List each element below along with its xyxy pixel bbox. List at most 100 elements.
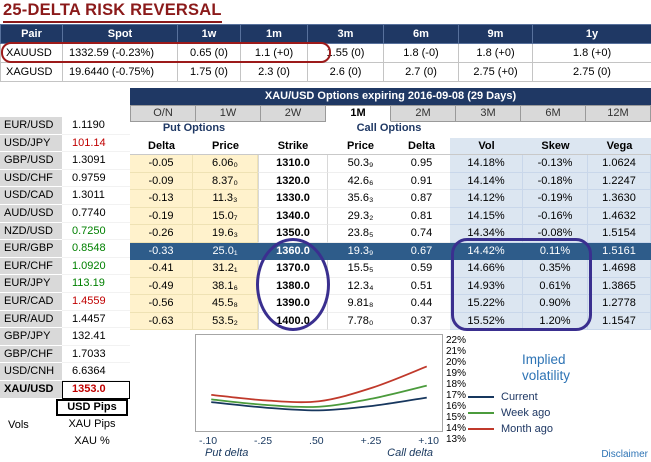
tab-1w[interactable]: 1W <box>196 105 261 122</box>
rr-col-header-pair: Pair <box>0 24 63 44</box>
option-row-1310.0[interactable]: -0.05 6.06₀ 1310.0 50.3₉ 0.95 14.18% -0.13% 1.0… <box>130 155 651 173</box>
display-mode-list: USD Pips XAU Pips XAU % <box>56 399 128 450</box>
y-tick-label: 21% <box>446 346 467 357</box>
cell-put-delta: -0.41 <box>130 260 193 278</box>
option-row-1330.0[interactable]: -0.13 11.3₃ 1330.0 35.6₃ 0.87 14.12% -0.19% 1.3… <box>130 190 651 208</box>
rr-col-header-1m: 1m <box>240 24 308 44</box>
put-options-label: Put Options <box>162 122 226 134</box>
option-row-1320.0[interactable]: -0.09 8.37₀ 1320.0 42.6₆ 0.91 14.14% -0.18% 1.2… <box>130 172 651 190</box>
tab-3m[interactable]: 3M <box>456 105 521 122</box>
sidebar-pair-usd-jpy[interactable]: USD/JPY 101.14 <box>0 134 130 153</box>
rr-col-header-1y: 1y <box>532 24 651 44</box>
cell-strike: 1310.0 <box>258 155 328 173</box>
pair-value: 1.4559 <box>62 292 130 311</box>
x-tick-label: +.25 <box>360 435 382 447</box>
cell-call-price: 50.3₉ <box>328 155 393 173</box>
tab-6m[interactable]: 6M <box>521 105 586 122</box>
sidebar-pair-xau-usd[interactable]: XAU/USD 1353.0 <box>0 380 130 399</box>
options-panel-title: XAU/USD Options expiring 2016-09-08 (29 … <box>130 88 651 105</box>
pair-label: EUR/GBP <box>0 240 62 258</box>
sidebar-pair-eur-jpy[interactable]: EUR/JPY 113.19 <box>0 275 130 293</box>
cell-put-delta: -0.05 <box>130 155 193 173</box>
sidebar-pair-eur-usd[interactable]: EUR/USD 1.1190 <box>0 117 130 135</box>
cell-call-delta: 0.51 <box>393 277 450 295</box>
sidebar-pair-gbp-usd[interactable]: GBP/USD 1.3091 <box>0 152 130 170</box>
mode-usd-pips[interactable]: USD Pips <box>56 399 128 416</box>
cell-skew: -0.18% <box>523 172 588 190</box>
cell-vol: 15.22% <box>450 295 523 313</box>
cell-strike: 1370.0 <box>258 260 328 278</box>
cell-put-delta: -0.09 <box>130 172 193 190</box>
cell-vega: 1.4698 <box>588 260 651 278</box>
pair-value: 0.7740 <box>62 204 130 223</box>
option-row-1340.0[interactable]: -0.19 15.0₇ 1340.0 29.3₂ 0.81 14.15% -0.16% 1.4… <box>130 207 651 225</box>
tab-o-n[interactable]: O/N <box>130 105 196 122</box>
cell-call-delta: 0.44 <box>393 295 450 313</box>
cell-vega: 1.3865 <box>588 277 651 295</box>
cell-call-delta: 0.91 <box>393 172 450 190</box>
option-row-1370.0[interactable]: -0.41 31.2₁ 1370.0 15.5₅ 0.59 14.66% 0.35% 1.46… <box>130 260 651 278</box>
rr-row-xagusd[interactable]: XAGUSD 19.6440 (-0.75%) 1.75 (0) 2.3 (0) 2.6… <box>0 62 651 82</box>
sidebar-pair-eur-gbp[interactable]: EUR/GBP 0.8548 <box>0 240 130 258</box>
cell-vol: 14.93% <box>450 277 523 295</box>
cell-call-price: 35.6₃ <box>328 190 393 208</box>
tab-1m[interactable]: 1M <box>326 105 391 122</box>
cell-call-delta: 0.67 <box>393 242 450 260</box>
mode-xau-pips[interactable]: XAU Pips <box>68 418 116 430</box>
sidebar-pair-aud-usd[interactable]: AUD/USD 0.7740 <box>0 204 130 223</box>
option-row-1360.0[interactable]: -0.33 25.0₁ 1360.0 19.3₉ 0.67 14.42% 0.11% 1.51… <box>130 242 651 260</box>
cell-vega: 1.0624 <box>588 155 651 173</box>
rr-pair-name: XAUUSD <box>0 43 63 63</box>
sidebar-pair-eur-aud[interactable]: EUR/AUD 1.4457 <box>0 310 130 329</box>
pair-value: 113.19 <box>62 275 130 293</box>
sidebar-pair-usd-cad[interactable]: USD/CAD 1.3011 <box>0 187 130 205</box>
pair-label: EUR/CAD <box>0 292 62 311</box>
rr-header-row: Pair Spot 1w 1m 3m 6m 9m 1y <box>0 24 651 44</box>
tab-2m[interactable]: 2M <box>391 105 456 122</box>
rr-value-cell: 2.75 (+0) <box>458 62 533 82</box>
y-tick-label: 14% <box>446 423 467 434</box>
chart-legend: Current Week ago Month ago <box>468 389 553 437</box>
x-tick-label: -.25 <box>254 435 273 447</box>
cell-vega: 1.2778 <box>588 295 651 313</box>
sidebar-pair-usd-cnh[interactable]: USD/CNH 6.6364 <box>0 363 130 381</box>
pair-label: EUR/USD <box>0 117 62 135</box>
cell-strike: 1340.0 <box>258 207 328 225</box>
cell-put-price: 53.5₂ <box>193 312 258 330</box>
sidebar-pair-gbp-chf[interactable]: GBP/CHF 1.7033 <box>0 345 130 364</box>
mode-xau[interactable]: XAU % <box>74 435 110 447</box>
pair-label: USD/JPY <box>0 134 62 153</box>
sidebar-pair-eur-chf[interactable]: EUR/CHF 1.0920 <box>0 257 130 276</box>
rr-col-header-6m: 6m <box>383 24 459 44</box>
rr-row-xauusd[interactable]: XAUUSD 1332.59 (-0.23%) 0.65 (0) 1.1 (+0) 1.… <box>0 43 651 63</box>
cell-strike: 1400.0 <box>258 312 328 330</box>
option-row-1380.0[interactable]: -0.49 38.1₆ 1380.0 12.3₄ 0.51 14.93% 0.61% 1.38… <box>130 277 651 295</box>
disclaimer-link[interactable]: Disclaimer <box>601 449 648 460</box>
legend-label: Current <box>501 391 538 403</box>
pair-value: 1.3091 <box>62 152 130 170</box>
option-row-1400.0[interactable]: -0.63 53.5₂ 1400.0 7.78₀ 0.37 15.52% 1.20% 1.15… <box>130 312 651 330</box>
pair-value: 132.41 <box>62 328 130 346</box>
y-tick-label: 22% <box>446 335 467 346</box>
rr-value-cell: 2.75 (0) <box>532 62 651 82</box>
cell-call-price: 23.8₅ <box>328 225 393 243</box>
sidebar-pair-usd-chf[interactable]: USD/CHF 0.9759 <box>0 169 130 188</box>
cell-call-delta: 0.87 <box>393 190 450 208</box>
pair-label: EUR/AUD <box>0 310 62 329</box>
cell-call-delta: 0.74 <box>393 225 450 243</box>
y-tick-label: 20% <box>446 357 467 368</box>
tab-2w[interactable]: 2W <box>261 105 326 122</box>
cell-vol: 14.18% <box>450 155 523 173</box>
option-row-1390.0[interactable]: -0.56 45.5₈ 1390.0 9.81₈ 0.44 15.22% 0.90% 1.27… <box>130 295 651 313</box>
x-tick-label: .50 <box>309 435 324 447</box>
sidebar-pair-gbp-jpy[interactable]: GBP/JPY 132.41 <box>0 328 130 346</box>
tab-12m[interactable]: 12M <box>586 105 651 122</box>
pair-label: EUR/CHF <box>0 257 62 276</box>
pair-label: USD/CAD <box>0 187 62 205</box>
sidebar-pair-nzd-usd[interactable]: NZD/USD 0.7250 <box>0 222 130 241</box>
call-options-label: Call Options <box>356 122 422 134</box>
cell-vega: 1.5154 <box>588 225 651 243</box>
cell-put-price: 31.2₁ <box>193 260 258 278</box>
option-row-1350.0[interactable]: -0.26 19.6₃ 1350.0 23.8₅ 0.74 14.34% -0.08% 1.5… <box>130 225 651 243</box>
sidebar-pair-eur-cad[interactable]: EUR/CAD 1.4559 <box>0 292 130 311</box>
